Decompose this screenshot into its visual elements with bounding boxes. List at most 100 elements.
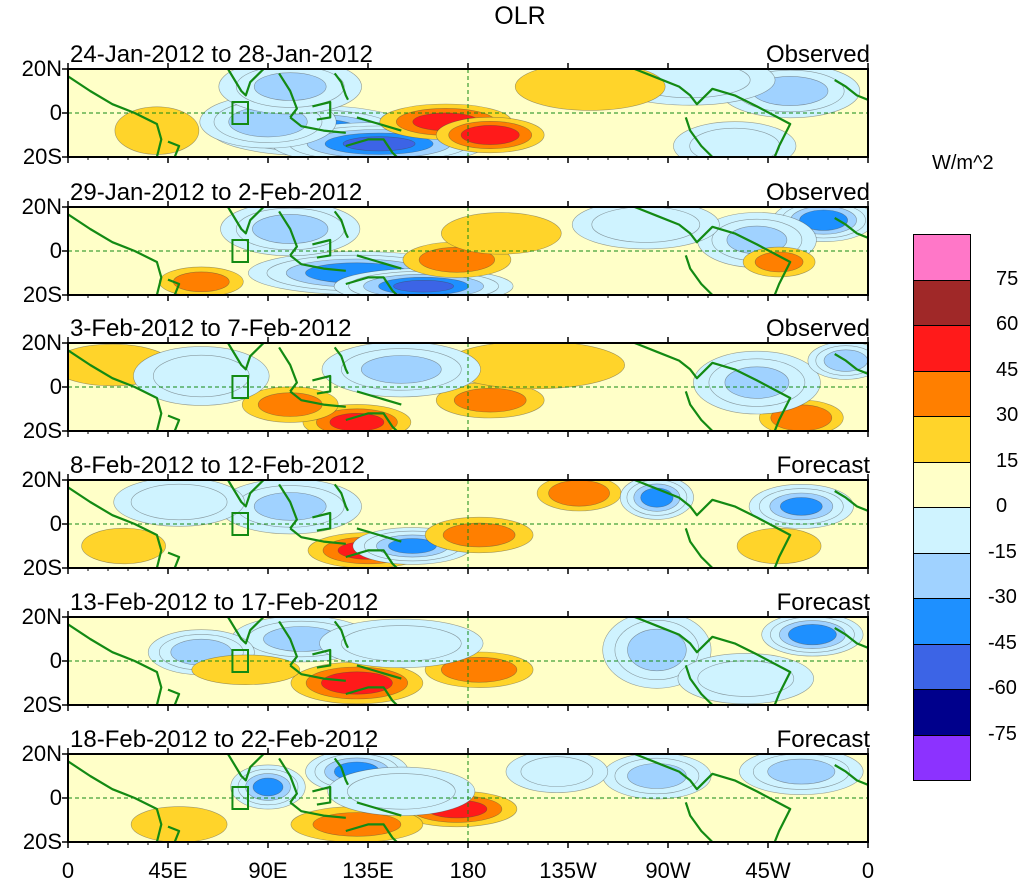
colorbar-tick-label: -30 <box>988 586 1017 608</box>
olr-anomaly-contour <box>520 756 594 787</box>
y-tick-label: 0 <box>49 374 62 399</box>
coastline <box>227 617 265 645</box>
map-panel: 3-Feb-2012 to 7-Feb-2012 Observed <box>62 315 870 437</box>
panel-date-range: 29-Jan-2012 to 2-Feb-2012 <box>70 179 363 206</box>
coastline <box>834 217 868 239</box>
coastline <box>312 511 332 532</box>
coastline <box>312 100 332 121</box>
coastline <box>356 527 402 543</box>
colorbar <box>913 234 971 781</box>
colorbar-swatch <box>913 734 971 781</box>
y-tick-label: 20N <box>21 467 62 492</box>
colorbar-tick-label: 30 <box>996 404 1019 426</box>
olr-anomaly-contour <box>393 279 454 293</box>
coastline <box>167 140 181 157</box>
olr-anomaly-contour <box>130 806 228 842</box>
colorbar-swatch <box>913 461 971 508</box>
olr-anomaly-contour <box>548 480 610 507</box>
coastline <box>333 757 349 786</box>
map-panel: 24-Jan-2012 to 28-Jan-2012 Observed <box>62 41 870 163</box>
panel-status: Observed <box>765 179 870 206</box>
colorbar-swatch <box>913 507 971 554</box>
coastline <box>834 490 868 512</box>
x-tick-label: 180 <box>449 858 487 883</box>
colorbar-swatch <box>913 416 971 463</box>
x-tick-label: 45W <box>745 858 791 883</box>
colorbar-swatch <box>913 234 971 281</box>
coastline <box>227 343 265 371</box>
x-tick-label: 90W <box>645 858 691 883</box>
olr-anomaly-contour <box>252 777 284 797</box>
map-panel: 29-Jan-2012 to 2-Feb-2012 Observed <box>62 179 870 301</box>
coastline <box>312 238 332 259</box>
olr-anomaly-contour <box>724 366 790 399</box>
colorbar-tick-label: 60 <box>996 313 1019 335</box>
coastline <box>345 549 398 568</box>
colorbar-swatch <box>913 598 971 645</box>
coastline <box>684 255 714 295</box>
olr-anomaly-contour <box>460 125 520 145</box>
panel-date-range: 8-Feb-2012 to 12-Feb-2012 <box>70 452 365 479</box>
coastline <box>227 69 265 97</box>
map-panel: 13-Feb-2012 to 17-Feb-2012 Forecast <box>62 589 870 711</box>
coastline <box>634 207 792 295</box>
region-box <box>231 101 249 125</box>
x-tick-label: 135W <box>539 858 597 883</box>
coastline <box>356 390 402 406</box>
coastline <box>289 664 346 682</box>
olr-anomaly-contour <box>342 136 416 152</box>
y-tick-label: 20S <box>22 829 62 854</box>
coastline <box>356 116 402 132</box>
region-box <box>231 512 249 536</box>
coastline <box>356 254 402 270</box>
olr-anomaly-contour <box>627 628 687 672</box>
panel-status: Observed <box>765 315 870 342</box>
y-tick-label: 20S <box>22 555 62 580</box>
panel-status: Forecast <box>776 589 870 616</box>
olr-anomaly-contour <box>640 487 674 508</box>
coastline <box>227 480 265 508</box>
y-tick-label: 20N <box>21 56 62 81</box>
colorbar-tick-label: -45 <box>988 631 1017 654</box>
coastline <box>167 414 181 431</box>
coastline <box>227 207 265 235</box>
olr-anomaly-contour <box>253 72 327 101</box>
coastline <box>634 69 792 157</box>
colorbar-swatch <box>913 552 971 599</box>
coastline <box>289 390 346 408</box>
coastline <box>634 617 792 705</box>
coastline <box>227 754 265 782</box>
olr-anomaly-contour <box>340 625 462 662</box>
map-panel: 18-Feb-2012 to 22-Feb-2012 Forecast <box>62 726 870 848</box>
map-panel: 8-Feb-2012 to 12-Feb-2012 Forecast <box>62 452 870 574</box>
olr-anomaly-contour <box>173 271 230 293</box>
coastline <box>684 802 714 842</box>
coastline <box>834 353 868 375</box>
y-tick-label: 0 <box>49 238 62 263</box>
coastline <box>167 551 181 568</box>
olr-anomaly-contour <box>441 656 518 683</box>
region-box <box>231 239 249 263</box>
olr-anomaly-contour <box>799 209 848 231</box>
olr-anomaly-contour <box>591 207 701 243</box>
panel-date-range: 18-Feb-2012 to 22-Feb-2012 <box>70 726 379 753</box>
colorbar-units: W/m^2 <box>932 152 994 174</box>
coastline <box>289 801 346 819</box>
olr-map <box>62 337 869 437</box>
olr-map <box>62 201 869 301</box>
coastline <box>333 346 349 375</box>
coastline <box>345 276 398 295</box>
y-tick-label: 20N <box>21 741 62 766</box>
coastline <box>167 825 181 842</box>
chart-title: OLR <box>494 2 546 30</box>
olr-anomaly-contour <box>442 522 516 548</box>
olr-anomaly-contour <box>788 624 837 646</box>
x-tick-label: 45E <box>148 858 188 883</box>
x-tick-label: 0 <box>61 858 75 883</box>
coastline <box>333 72 349 101</box>
olr-anomaly-contour <box>81 527 166 565</box>
olr-anomaly-contour <box>191 654 301 686</box>
olr-anomaly-contour <box>114 106 200 155</box>
panel-date-range: 13-Feb-2012 to 17-Feb-2012 <box>70 589 379 616</box>
olr-anomaly-contour <box>627 763 687 789</box>
